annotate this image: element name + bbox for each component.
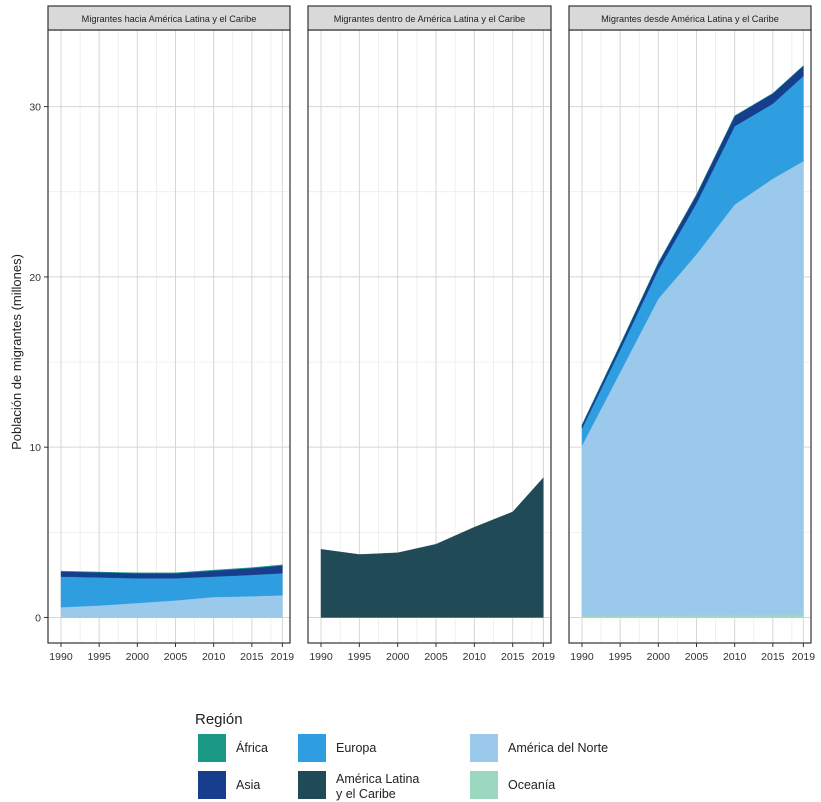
x-tick-label: 2019 [271, 651, 295, 663]
legend-swatch [298, 734, 326, 762]
x-tick-label: 2000 [647, 651, 671, 663]
legend-label: Europa [336, 741, 376, 755]
x-tick-label: 1995 [87, 651, 111, 663]
x-tick-label: 2000 [126, 651, 150, 663]
y-tick-label: 10 [29, 442, 41, 454]
legend-label: Oceanía [508, 778, 555, 792]
legend-swatch [470, 734, 498, 762]
panel-3: Migrantes desde América Latina y el Cari… [568, 5, 816, 663]
panel-frame [47, 29, 291, 644]
panel-1: Migrantes hacia América Latina y el Cari… [29, 5, 295, 663]
y-tick-label: 30 [29, 102, 41, 114]
area-africa [60, 564, 283, 574]
x-tick-label: 2010 [202, 651, 226, 663]
x-tick-label: 1990 [570, 651, 594, 663]
panel-title: Migrantes hacia América Latina y el Cari… [82, 14, 257, 24]
legend-item: Europa [298, 734, 376, 762]
legend-swatch [298, 771, 326, 799]
area-america-latina-y-el-caribe [320, 477, 544, 618]
legend-label: Asia [236, 778, 260, 792]
legend-swatch [198, 771, 226, 799]
x-tick-label: 2019 [792, 651, 816, 663]
x-tick-label: 1990 [49, 651, 73, 663]
x-tick-label: 2010 [463, 651, 487, 663]
y-tick-label: 20 [29, 272, 41, 284]
legend-label: y el Caribe [336, 787, 396, 801]
panel-title: Migrantes desde América Latina y el Cari… [601, 14, 779, 24]
x-tick-label: 2015 [761, 651, 785, 663]
legend-title: Región [195, 711, 243, 728]
legend-item: América del Norte [470, 734, 608, 762]
legend-swatch [470, 771, 498, 799]
y-axis-title: Población de migrantes (millones) [9, 254, 24, 450]
panel-strip [307, 5, 552, 31]
legend-swatch [198, 734, 226, 762]
panel-strip [568, 5, 812, 31]
x-tick-label: 2019 [532, 651, 556, 663]
x-tick-label: 2010 [723, 651, 747, 663]
x-tick-label: 1995 [608, 651, 632, 663]
legend-item: Oceanía [470, 771, 555, 799]
x-tick-label: 1990 [309, 651, 333, 663]
panel-strip [47, 5, 291, 31]
legend-item: Asia [198, 771, 260, 799]
legend-label: América del Norte [508, 741, 608, 755]
panel-title: Migrantes dentro de América Latina y el … [334, 14, 526, 24]
x-tick-label: 2015 [501, 651, 525, 663]
legend-label: África [236, 740, 268, 755]
area-africa [581, 65, 804, 426]
y-tick-label: 0 [35, 612, 41, 624]
x-tick-label: 2005 [685, 651, 709, 663]
x-tick-label: 2005 [164, 651, 188, 663]
legend-label: América Latina [336, 772, 419, 786]
panel-2: Migrantes dentro de América Latina y el … [307, 5, 556, 663]
x-tick-label: 2015 [240, 651, 264, 663]
legend-item: África [198, 734, 268, 762]
x-tick-label: 2005 [424, 651, 448, 663]
x-tick-label: 2000 [386, 651, 410, 663]
x-tick-label: 1995 [348, 651, 372, 663]
